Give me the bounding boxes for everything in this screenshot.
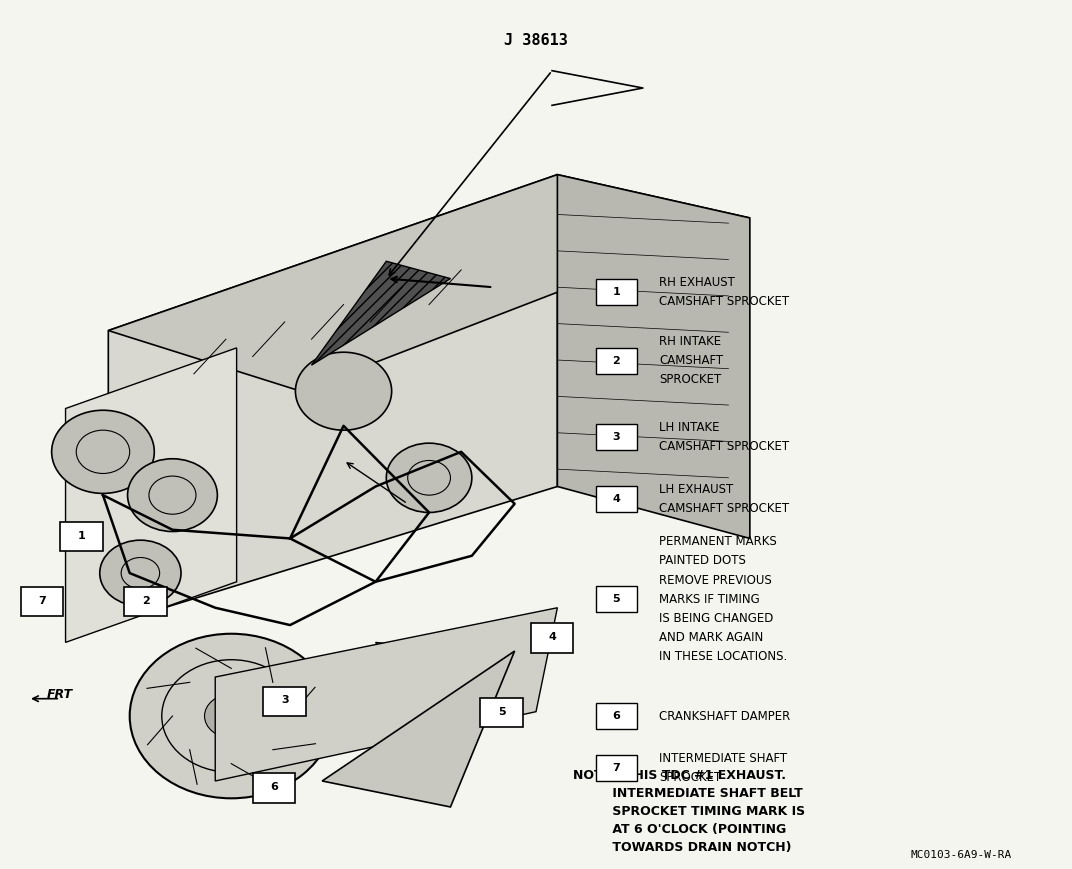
FancyBboxPatch shape	[20, 587, 63, 616]
Polygon shape	[312, 262, 450, 365]
FancyBboxPatch shape	[60, 522, 103, 552]
Text: 4: 4	[612, 494, 620, 505]
Text: LH INTAKE: LH INTAKE	[659, 421, 719, 434]
Circle shape	[128, 459, 218, 532]
Text: CAMSHAFT SPROCKET: CAMSHAFT SPROCKET	[659, 295, 789, 308]
FancyBboxPatch shape	[596, 703, 637, 729]
Circle shape	[386, 443, 472, 513]
FancyBboxPatch shape	[253, 773, 296, 803]
Text: REMOVE PREVIOUS: REMOVE PREVIOUS	[659, 574, 772, 587]
Polygon shape	[108, 175, 557, 625]
Text: CRANKSHAFT DAMPER: CRANKSHAFT DAMPER	[659, 709, 790, 722]
Text: 6: 6	[270, 782, 278, 792]
Polygon shape	[215, 607, 557, 781]
Text: 3: 3	[281, 695, 288, 706]
Text: CAMSHAFT SPROCKET: CAMSHAFT SPROCKET	[659, 502, 789, 515]
Text: 7: 7	[612, 763, 620, 773]
FancyBboxPatch shape	[264, 687, 307, 716]
Text: LH EXHAUST: LH EXHAUST	[659, 483, 733, 496]
Text: INTERMEDIATE SHAFT: INTERMEDIATE SHAFT	[659, 752, 787, 765]
Polygon shape	[108, 175, 749, 391]
Text: MARKS IF TIMING: MARKS IF TIMING	[659, 593, 760, 606]
Circle shape	[130, 634, 332, 799]
FancyBboxPatch shape	[124, 587, 167, 616]
FancyBboxPatch shape	[531, 623, 574, 653]
Text: 7: 7	[39, 596, 46, 606]
Text: IN THESE LOCATIONS.: IN THESE LOCATIONS.	[659, 650, 787, 663]
Text: 6: 6	[612, 711, 620, 721]
Text: J 38613: J 38613	[504, 33, 568, 48]
FancyBboxPatch shape	[596, 279, 637, 304]
Text: PAINTED DOTS: PAINTED DOTS	[659, 554, 746, 567]
Polygon shape	[375, 642, 536, 694]
FancyBboxPatch shape	[480, 698, 523, 727]
Text: SPROCKET: SPROCKET	[659, 374, 721, 387]
Text: MC0103-6A9-W-RA: MC0103-6A9-W-RA	[910, 850, 1012, 859]
Circle shape	[100, 541, 181, 606]
Text: IS BEING CHANGED: IS BEING CHANGED	[659, 612, 773, 625]
Circle shape	[51, 410, 154, 494]
Text: 1: 1	[612, 287, 620, 296]
Text: PERMANENT MARKS: PERMANENT MARKS	[659, 535, 777, 548]
Text: 2: 2	[612, 356, 620, 366]
Polygon shape	[323, 651, 515, 807]
Text: 2: 2	[142, 596, 150, 606]
FancyBboxPatch shape	[596, 586, 637, 612]
Text: SPROCKET: SPROCKET	[659, 771, 721, 784]
Text: CAMSHAFT: CAMSHAFT	[659, 355, 724, 368]
Text: AND MARK AGAIN: AND MARK AGAIN	[659, 631, 763, 644]
FancyBboxPatch shape	[596, 424, 637, 450]
Circle shape	[296, 352, 391, 430]
Circle shape	[205, 694, 258, 738]
FancyBboxPatch shape	[596, 348, 637, 374]
Text: CAMSHAFT SPROCKET: CAMSHAFT SPROCKET	[659, 440, 789, 453]
FancyBboxPatch shape	[596, 755, 637, 781]
Text: NOTE:  THIS TDC #1 EXHAUST.
         INTERMEDIATE SHAFT BELT
         SPROCKET T: NOTE: THIS TDC #1 EXHAUST. INTERMEDIATE …	[574, 769, 805, 854]
Text: 5: 5	[498, 706, 506, 717]
Text: RH EXHAUST: RH EXHAUST	[659, 275, 734, 289]
Text: 5: 5	[612, 594, 620, 604]
Text: 3: 3	[612, 432, 620, 442]
Text: 4: 4	[548, 632, 556, 642]
FancyBboxPatch shape	[596, 487, 637, 513]
Text: RH INTAKE: RH INTAKE	[659, 335, 721, 348]
Text: FRT: FRT	[47, 688, 73, 701]
Text: 1: 1	[77, 531, 86, 541]
Polygon shape	[557, 175, 749, 539]
Polygon shape	[65, 348, 237, 642]
